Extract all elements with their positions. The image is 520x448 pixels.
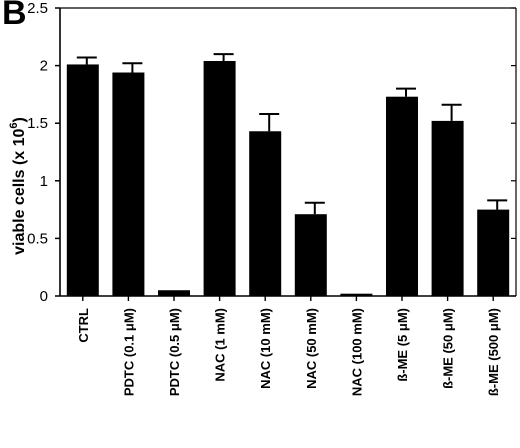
- bar: [340, 293, 373, 296]
- y-tick-label: 1.5: [27, 115, 48, 132]
- bar: [249, 131, 282, 296]
- x-tick-label: NAC (1 mM): [213, 308, 228, 382]
- bar: [431, 120, 464, 297]
- y-tick-label: 0.5: [27, 230, 48, 247]
- x-tick-label: PDTC (0.5 μM): [167, 308, 182, 396]
- x-tick-label: NAC (10 mM): [258, 308, 273, 389]
- x-axis-labels: CTRL PDTC (0.1 μM) PDTC (0.5 μM) NAC (1 mM)…: [76, 296, 501, 396]
- bar: [477, 209, 510, 296]
- y-tick-label: 2: [40, 58, 48, 75]
- x-tick-label: NAC (100 mM): [349, 308, 364, 396]
- x-tick-label: PDTC (0.1 μM): [121, 308, 136, 396]
- y-tick-label: 2.5: [27, 0, 48, 17]
- panel-label: B: [2, 0, 27, 32]
- y-tick-label: 1: [40, 173, 48, 190]
- bar: [386, 96, 418, 296]
- bar: [203, 60, 236, 296]
- x-tick-label: ß-ME (500 μM): [486, 308, 501, 396]
- x-tick-label: NAC (50 mM): [304, 308, 319, 389]
- bar-series: [66, 53, 510, 297]
- y-tick-label: 0: [40, 288, 48, 305]
- x-tick-label: ß-ME (5 μM): [395, 308, 410, 382]
- bar: [294, 214, 327, 296]
- bar: [158, 290, 190, 296]
- y-axis-label: viable cells (x 106): [8, 117, 28, 255]
- bar: [66, 64, 99, 296]
- bar: [112, 72, 145, 297]
- x-tick-label: CTRL: [76, 308, 91, 343]
- y-axis-ticks: 0 0.5 1 1.5 2 2.5: [27, 0, 516, 305]
- x-tick-label: ß-ME (50 μM): [441, 308, 456, 389]
